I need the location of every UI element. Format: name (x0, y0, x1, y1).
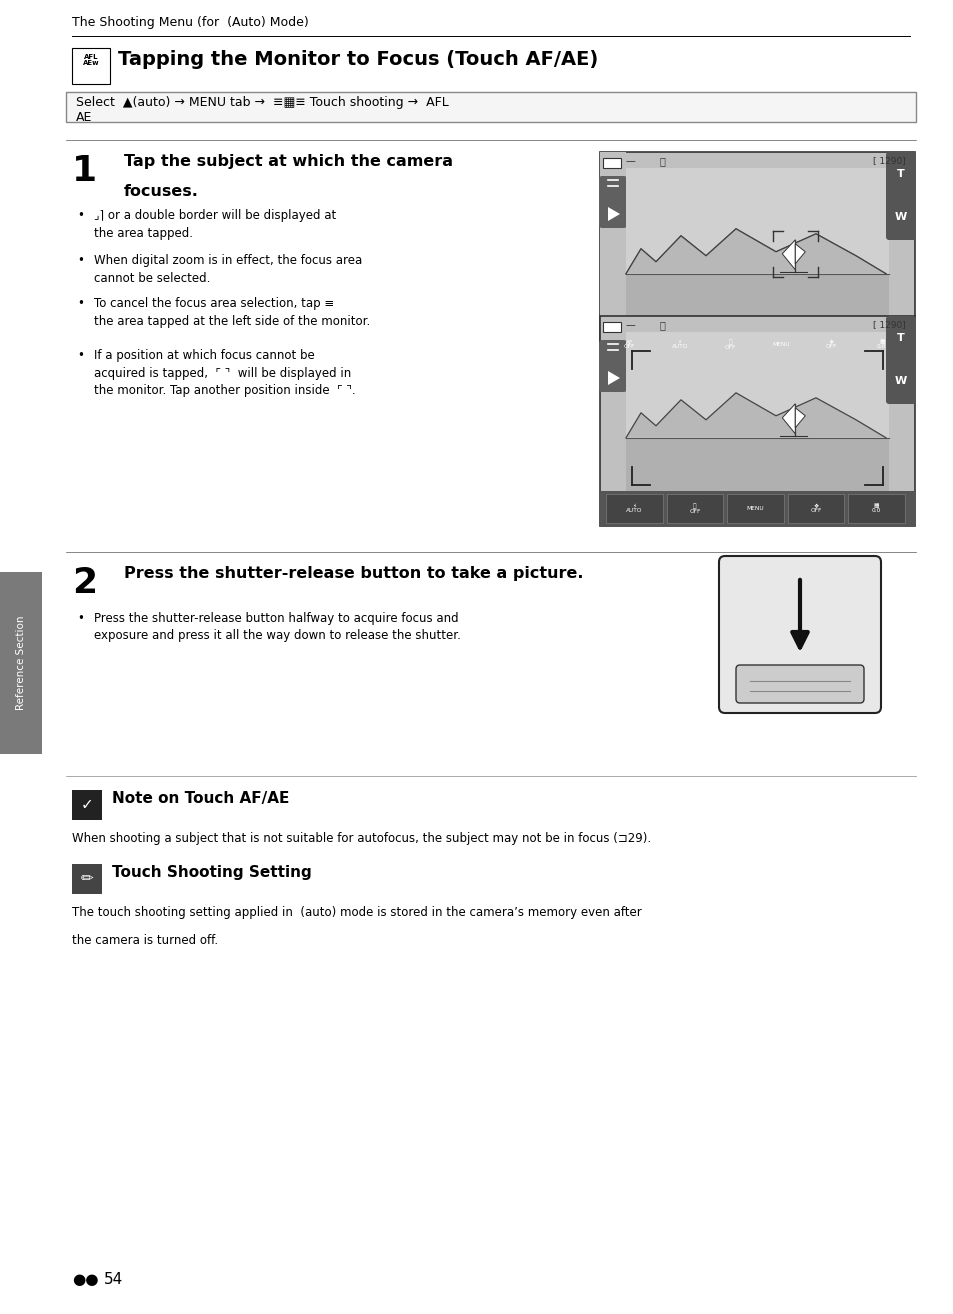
Text: •: • (77, 350, 84, 361)
Text: Tap the subject at which the camera: Tap the subject at which the camera (124, 154, 453, 170)
Text: W: W (894, 212, 906, 222)
FancyBboxPatch shape (706, 330, 753, 359)
Text: Touch Shooting Setting: Touch Shooting Setting (112, 865, 312, 880)
Text: ✓: ✓ (81, 798, 93, 812)
Polygon shape (781, 403, 795, 434)
Text: the camera is turned off.: the camera is turned off. (71, 934, 218, 947)
FancyBboxPatch shape (605, 330, 652, 359)
Text: 1: 1 (71, 154, 97, 188)
Text: AF
OFF: AF OFF (623, 339, 635, 350)
FancyBboxPatch shape (656, 330, 702, 359)
Polygon shape (625, 229, 885, 273)
Text: ▦
0.0: ▦ 0.0 (876, 339, 885, 350)
FancyBboxPatch shape (71, 790, 102, 820)
FancyBboxPatch shape (71, 49, 110, 84)
Text: Press the shutter-release button to take a picture.: Press the shutter-release button to take… (124, 566, 583, 581)
Text: T: T (896, 332, 904, 343)
FancyBboxPatch shape (602, 158, 620, 168)
Text: Ⓜ: Ⓜ (659, 321, 664, 330)
Text: 54: 54 (104, 1272, 123, 1286)
Text: When digital zoom is in effect, the focus area
cannot be selected.: When digital zoom is in effect, the focu… (94, 254, 362, 285)
FancyBboxPatch shape (598, 340, 626, 368)
FancyBboxPatch shape (625, 273, 888, 327)
Polygon shape (781, 239, 795, 269)
FancyBboxPatch shape (598, 200, 626, 229)
Text: ⚡
AUTO: ⚡ AUTO (671, 339, 687, 350)
Text: ❖
OFF: ❖ OFF (824, 339, 836, 350)
Text: When shooting a subject that is not suitable for autofocus, the subject may not : When shooting a subject that is not suit… (71, 832, 651, 845)
Text: focuses.: focuses. (124, 184, 198, 198)
Text: AFL
AEw: AFL AEw (83, 54, 99, 66)
FancyBboxPatch shape (787, 494, 843, 523)
Text: Select  ▲(auto) → MENU tab →  ≡▦≡ Touch shooting →  AFL
AE: Select ▲(auto) → MENU tab → ≡▦≡ Touch sh… (76, 96, 448, 124)
FancyBboxPatch shape (625, 332, 888, 438)
Text: [ 1290]: [ 1290] (872, 156, 904, 166)
Text: The touch shooting setting applied in  (auto) mode is stored in the camera’s mem: The touch shooting setting applied in (a… (71, 905, 641, 918)
Text: •: • (77, 612, 84, 625)
FancyBboxPatch shape (599, 152, 625, 361)
FancyBboxPatch shape (598, 364, 626, 392)
Text: Tapping the Monitor to Focus (Touch AF/AE): Tapping the Monitor to Focus (Touch AF/A… (118, 50, 598, 70)
FancyBboxPatch shape (66, 92, 915, 122)
Polygon shape (795, 407, 804, 428)
FancyBboxPatch shape (599, 152, 914, 361)
FancyBboxPatch shape (598, 176, 626, 204)
Text: W: W (894, 376, 906, 386)
Text: Reference Section: Reference Section (16, 616, 26, 711)
FancyBboxPatch shape (625, 438, 888, 491)
Polygon shape (795, 244, 804, 264)
FancyBboxPatch shape (726, 494, 783, 523)
FancyBboxPatch shape (807, 330, 854, 359)
Text: ⏱
OFF: ⏱ OFF (688, 503, 700, 514)
FancyBboxPatch shape (719, 556, 880, 714)
Text: •: • (77, 209, 84, 222)
Text: Ⓜ: Ⓜ (659, 156, 664, 166)
FancyBboxPatch shape (602, 322, 620, 332)
Polygon shape (607, 371, 619, 385)
Polygon shape (625, 393, 885, 438)
Text: —: — (624, 156, 634, 166)
Text: ⚡
AUTO: ⚡ AUTO (625, 503, 641, 514)
FancyBboxPatch shape (885, 152, 915, 240)
Text: T: T (896, 170, 904, 179)
Text: ❖
OFF: ❖ OFF (809, 503, 821, 514)
Text: If a position at which focus cannot be
acquired is tapped,  ⌜ ⌝  will be display: If a position at which focus cannot be a… (94, 350, 355, 397)
Text: Press the shutter-release button halfway to acquire focus and
exposure and press: Press the shutter-release button halfway… (94, 612, 460, 643)
FancyBboxPatch shape (885, 315, 915, 403)
FancyBboxPatch shape (605, 494, 662, 523)
Text: ⌟⌉ or a double border will be displayed at
the area tapped.: ⌟⌉ or a double border will be displayed … (94, 209, 335, 239)
FancyBboxPatch shape (599, 491, 914, 526)
FancyBboxPatch shape (599, 315, 914, 526)
Text: ✏: ✏ (81, 871, 93, 887)
FancyBboxPatch shape (0, 572, 42, 754)
FancyBboxPatch shape (757, 330, 803, 359)
FancyBboxPatch shape (858, 330, 904, 359)
FancyBboxPatch shape (847, 494, 904, 523)
Text: The Shooting Menu (for  (Auto) Mode): The Shooting Menu (for (Auto) Mode) (71, 16, 309, 29)
FancyBboxPatch shape (666, 494, 722, 523)
Text: ⏱
OFF: ⏱ OFF (723, 339, 735, 350)
Text: MENU: MENU (771, 342, 789, 347)
Polygon shape (607, 208, 619, 221)
FancyBboxPatch shape (625, 168, 888, 273)
FancyBboxPatch shape (71, 865, 102, 894)
Text: —: — (624, 321, 634, 330)
FancyBboxPatch shape (599, 327, 914, 361)
FancyBboxPatch shape (735, 665, 863, 703)
Text: ▦
0.0: ▦ 0.0 (871, 503, 881, 514)
Text: MENU: MENU (746, 506, 763, 511)
Text: Note on Touch AF/AE: Note on Touch AF/AE (112, 791, 289, 805)
Text: To cancel the focus area selection, tap ≡
the area tapped at the left side of th: To cancel the focus area selection, tap … (94, 297, 370, 327)
Text: •: • (77, 254, 84, 267)
Text: 2: 2 (71, 566, 97, 600)
Text: [ 1290]: [ 1290] (872, 321, 904, 328)
Text: ●●: ●● (71, 1272, 98, 1286)
Text: •: • (77, 297, 84, 310)
